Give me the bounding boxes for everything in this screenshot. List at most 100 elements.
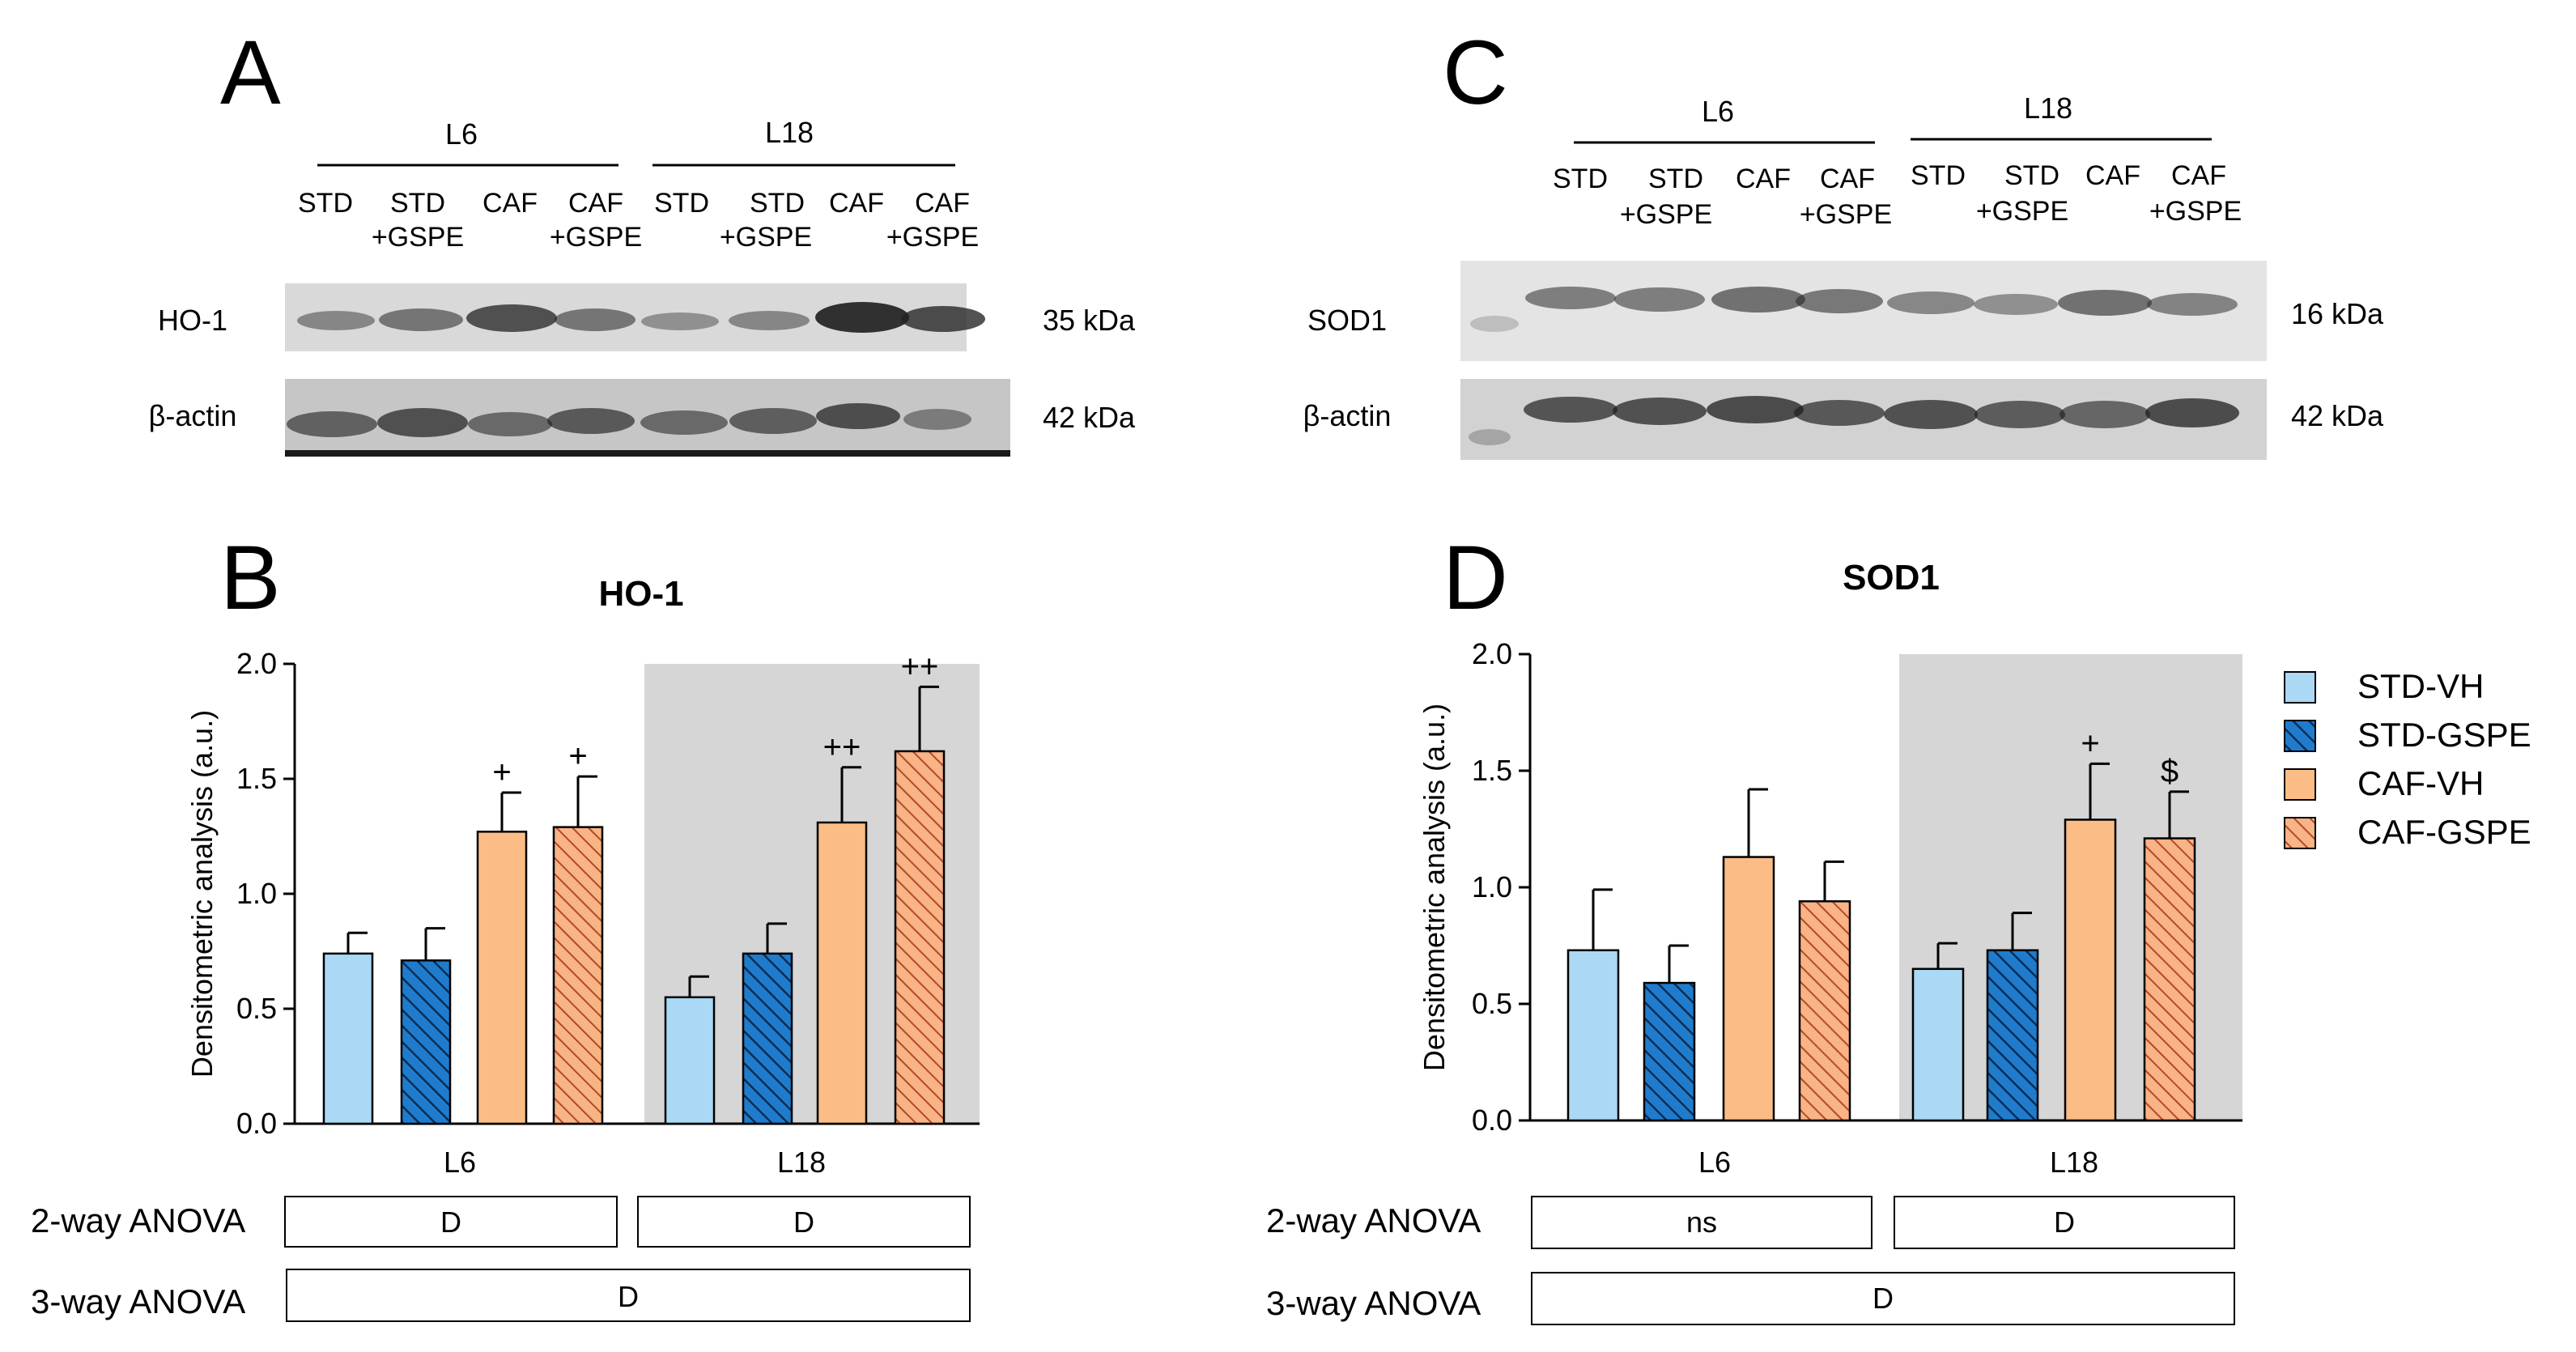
legend-item-caf-vh: CAF-VH: [2284, 764, 2484, 802]
band: [1613, 398, 1707, 425]
bar-caf-gspe-l18: [894, 750, 946, 1125]
blot-c-row-1-bands: [1470, 287, 2238, 332]
y-tick-label: 0.0: [1472, 1103, 1512, 1137]
blot-c-lane-4-line2: +GSPE: [1800, 199, 1892, 230]
blot-a-lane-4-line2: +GSPE: [550, 222, 642, 253]
legend-item-std-vh: STD-VH: [2284, 667, 2484, 705]
y-tick-label: 1.5: [236, 762, 277, 795]
legend-item-caf-gspe: CAF-GSPE: [2284, 813, 2531, 851]
bar-std-gspe-l18: [1986, 949, 2039, 1122]
band: [297, 311, 375, 330]
band: [1469, 429, 1511, 445]
band: [2145, 398, 2239, 427]
blot-c-group-l6: L6: [1702, 95, 1734, 128]
anova-b-3way: D: [618, 1280, 639, 1313]
blot-c-lane-2-line2: +GSPE: [1620, 199, 1712, 230]
chart-d: SOD1 Densitometric analysis (a.u.) L6 L1…: [1418, 558, 2242, 1179]
blot-c-lane-3-line1: CAF: [1736, 164, 1791, 194]
band: [1974, 294, 2058, 315]
anova-b-2way-box-l18: [637, 1196, 971, 1248]
blot-c-lane-4-line1: CAF: [1820, 164, 1875, 194]
band: [1975, 401, 2065, 428]
bar-caf-gspe-l18-significance: $: [2161, 754, 2179, 789]
legend: STD-VH STD-GSPE CAF-VH CAF-GSPE: [2284, 667, 2531, 851]
blot-a-lane-5-line1: STD: [654, 188, 709, 219]
chart-b-bars: ++++++: [322, 648, 946, 1125]
anova-b-2way-box-l6: [284, 1196, 618, 1248]
legend-swatch-std-gspe: [2284, 720, 2316, 752]
blot-a-lane-7-line1: CAF: [829, 188, 884, 219]
anova-d-2way-l6: ns: [1686, 1205, 1717, 1239]
blot-a-lane-2-line2: +GSPE: [372, 222, 464, 253]
blot-a: L6 L18 STD STD +GSPE CAF CAF +GSPE STD S…: [149, 116, 1136, 457]
band: [1794, 400, 1885, 426]
legend-label-caf-gspe: CAF-GSPE: [2357, 813, 2531, 851]
bar-std-vh-l18: [664, 996, 716, 1125]
blot-c-lane-8-line1: CAF: [2171, 160, 2226, 191]
blot-c-lane-2-line1: STD: [1648, 164, 1703, 194]
bar-caf-vh-l18-significance: ++: [823, 729, 861, 765]
blot-a-lane-8-line1: CAF: [915, 188, 970, 219]
bar-caf-gspe-l6: [1798, 900, 1851, 1122]
chart-b-ylabel: Densitometric analysis (a.u.): [185, 710, 219, 1078]
panel-letter-d: D: [1443, 527, 1508, 628]
anova-b: 2-way ANOVA D D 3-way ANOVA D: [31, 1196, 971, 1322]
anova-d-3way-box: [1531, 1272, 2235, 1325]
blot-c-lane-5-line1: STD: [1911, 160, 1966, 191]
band: [379, 308, 463, 331]
anova-b-2way-l6: D: [440, 1205, 461, 1239]
blot-a-lane-1-line1: STD: [298, 188, 353, 219]
blot-a-lane-6-line2: +GSPE: [720, 222, 812, 253]
anova-b-3way-box: [286, 1269, 971, 1322]
blot-a-row-1-bands: [297, 302, 985, 333]
bar-caf-gspe-l6: [552, 826, 604, 1125]
blot-c-lane-6-line1: STD: [2004, 160, 2060, 191]
anova-b-2way-label: 2-way ANOVA: [31, 1201, 245, 1239]
blot-a-lane-3-line1: CAF: [482, 188, 538, 219]
band: [1707, 396, 1804, 423]
blot-a-row-2-bands: [287, 403, 971, 437]
bar-std-gspe-l6: [400, 959, 452, 1125]
anova-d-2way-box-l18: [1894, 1196, 2235, 1249]
legend-swatch-std-vh: [2284, 671, 2316, 704]
blot-c-group-l18: L18: [2024, 91, 2072, 125]
bar-caf-vh-l18-significance: +: [2081, 725, 2099, 761]
band: [1525, 287, 1616, 309]
chart-b-y-ticks: 0.0 0.5 1.0 1.5 2.0: [236, 647, 295, 1140]
chart-d-title: SOD1: [1843, 558, 1940, 597]
blot-c-lane-1-line1: STD: [1553, 164, 1608, 194]
chart-d-category-l18: L18: [2050, 1146, 2098, 1179]
blot-a-row-1-label: HO-1: [158, 304, 227, 337]
bar-caf-vh-l18: [2064, 818, 2117, 1122]
bar-caf-gspe-l18-significance: ++: [901, 648, 939, 684]
bar-std-vh-l6: [1566, 949, 1620, 1122]
band: [640, 410, 728, 435]
band: [555, 308, 635, 331]
bar-std-gspe-l6: [1643, 981, 1696, 1122]
bar-caf-gspe-l18: [2143, 837, 2196, 1122]
bar-caf-vh-l6: [476, 831, 528, 1125]
blot-a-lane-4-line1: CAF: [568, 188, 623, 219]
blot-c: L6 L18 STD STD +GSPE CAF CAF +GSPE STD S…: [1303, 91, 2384, 460]
panel-letter-c: C: [1443, 22, 1508, 123]
anova-d-2way-box-l6: [1531, 1196, 1872, 1249]
chart-d-ylabel: Densitometric analysis (a.u.): [1418, 704, 1451, 1071]
blot-c-lane-8-line2: +GSPE: [2149, 196, 2242, 227]
legend-label-std-vh: STD-VH: [2357, 667, 2484, 705]
band: [377, 408, 468, 437]
band: [2058, 290, 2152, 316]
blot-c-row-2-kda: 42 kDa: [2291, 399, 2384, 432]
legend-label-std-gspe: STD-GSPE: [2357, 716, 2531, 754]
blot-a-lane-8-line2: +GSPE: [886, 222, 979, 253]
anova-d-3way-label: 3-way ANOVA: [1266, 1284, 1481, 1322]
legend-item-std-gspe: STD-GSPE: [2284, 716, 2531, 754]
panel-letter-b: B: [220, 527, 281, 628]
bar-caf-vh-l6: [1722, 856, 1775, 1122]
blot-a-lane-2-line1: STD: [390, 188, 445, 219]
panel-letter-a: A: [220, 22, 281, 123]
blot-c-row-2-label: β-actin: [1303, 399, 1392, 432]
blot-c-lane-6-line2: +GSPE: [1976, 196, 2068, 227]
blot-c-lane-7-line1: CAF: [2085, 160, 2140, 191]
blot-a-group-l18: L18: [765, 116, 814, 149]
blot-c-row-1-label: SOD1: [1307, 304, 1387, 337]
